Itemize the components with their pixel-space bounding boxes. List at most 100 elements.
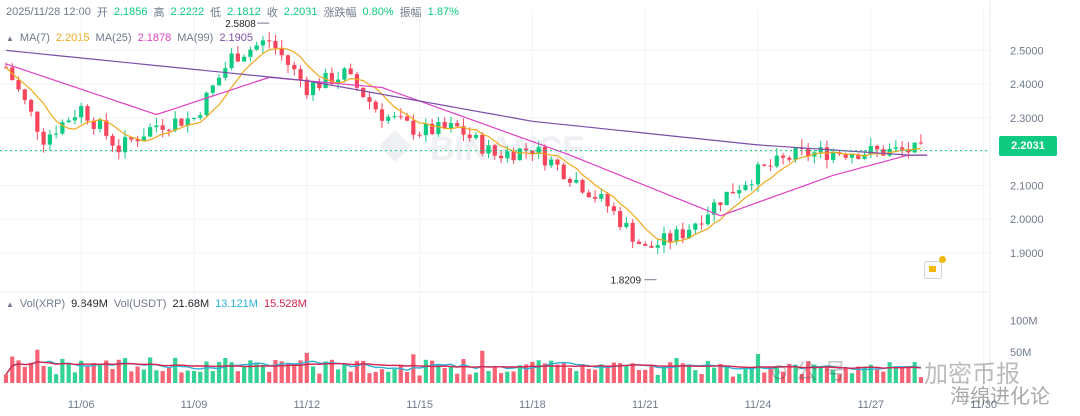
candle-body (386, 116, 391, 121)
candle-body (912, 142, 917, 153)
candle-body (524, 148, 529, 151)
volume-bar (248, 360, 253, 383)
volume-bar (542, 363, 548, 383)
volume-bar (630, 363, 635, 383)
volume-bar (799, 374, 804, 383)
candle-body (248, 49, 253, 57)
volume-bar (724, 365, 729, 383)
ma-lines (0, 47, 990, 375)
volume-bar (674, 357, 679, 383)
volume-bar (768, 366, 773, 383)
datetime: 2025/11/28 12:00 (6, 6, 91, 18)
candle-body (448, 123, 454, 129)
close-label: 收 (266, 7, 278, 19)
candle-body (467, 134, 472, 138)
volume-tick-label: 50M (1010, 347, 1031, 359)
candle-body (561, 164, 566, 180)
open-value: 2.1856 (113, 6, 148, 18)
candle-body (517, 148, 522, 161)
volume-bar (718, 363, 723, 383)
screenshot-icon[interactable] (924, 256, 946, 279)
ma7-label[interactable]: MA(7) (19, 32, 50, 44)
volume-bar (705, 360, 710, 383)
candle-body (204, 92, 209, 116)
volume-bar (41, 365, 46, 383)
volume-bar (229, 362, 234, 383)
volume-bar (54, 374, 59, 383)
volume-bar (668, 362, 673, 383)
candle-body (743, 185, 748, 191)
ma99-label[interactable]: MA(99) (177, 32, 214, 44)
x-tick-label: 11/09 (181, 399, 208, 411)
volume-bar (317, 373, 322, 383)
volume-bar (467, 374, 472, 383)
volume-bar (122, 358, 128, 383)
vol-xrp-label[interactable]: Vol(XRP) (19, 298, 66, 310)
volume-bar (148, 357, 153, 383)
collapse-volume-caret-icon[interactable]: ▲ (6, 299, 14, 309)
candle-body (423, 123, 428, 136)
volume-bar (881, 371, 886, 383)
brand-logo-icon: ⊙ 公 号 (770, 360, 847, 385)
ma25-line (5, 63, 928, 217)
volume-bar (849, 373, 855, 383)
volume-bar (824, 366, 830, 383)
candle-body (260, 40, 266, 46)
candle-body (404, 116, 410, 121)
amplitude-value: 1.87% (427, 6, 459, 18)
candle-body (79, 106, 84, 118)
candle-body (129, 137, 134, 140)
candle-body (154, 125, 159, 128)
volume-bar (737, 373, 742, 383)
ma25-label[interactable]: MA(25) (95, 32, 132, 44)
volume-bar (79, 360, 84, 383)
volume-bar (85, 365, 90, 383)
x-tick-label: 11/27 (857, 399, 884, 411)
volume-bar (179, 372, 184, 383)
candle-body (636, 241, 642, 245)
candle-body (862, 154, 867, 159)
candle-body (549, 159, 554, 166)
candle-body (198, 115, 203, 119)
candle-body (417, 134, 422, 136)
candle-body (235, 53, 240, 62)
volume-bar (649, 365, 654, 383)
volume-bar (837, 374, 842, 383)
volume-bar (567, 367, 573, 383)
volume-bar (755, 354, 761, 383)
candle-body (298, 69, 303, 80)
volume-bar (473, 372, 479, 383)
volume-bar (793, 364, 798, 383)
candle-body (173, 118, 178, 131)
candle-body (160, 125, 165, 130)
candle-body (60, 122, 65, 134)
candle-body (54, 133, 59, 135)
volume-bar (618, 363, 623, 383)
candle-body (141, 136, 146, 142)
volume-bar (267, 371, 272, 383)
volume-bar (436, 364, 441, 383)
notification-dot-icon (939, 256, 946, 263)
volume-bar (505, 371, 510, 383)
candle-body (618, 211, 623, 227)
candle-body (599, 194, 604, 199)
volume-bar (129, 371, 134, 383)
candle-body (768, 165, 773, 167)
ma7-line (5, 47, 921, 244)
collapse-caret-icon[interactable]: ▲ (6, 33, 14, 43)
volume-bar (16, 360, 21, 383)
candle-body (392, 116, 397, 118)
candle-body (267, 40, 272, 42)
vol-usdt-value: 21.68M (172, 298, 210, 310)
ma25-value: 2.1878 (137, 32, 172, 44)
candle-body (28, 100, 34, 112)
candle-body (661, 233, 667, 246)
volume-bar (831, 370, 836, 383)
candle-body (542, 146, 548, 166)
screenshot-icon-inner (929, 266, 936, 272)
x-tick-label: 11/30 (970, 399, 997, 411)
volume-bar (104, 360, 109, 383)
vol-usdt-label[interactable]: Vol(USDT) (113, 298, 167, 310)
candle-body (874, 145, 880, 150)
